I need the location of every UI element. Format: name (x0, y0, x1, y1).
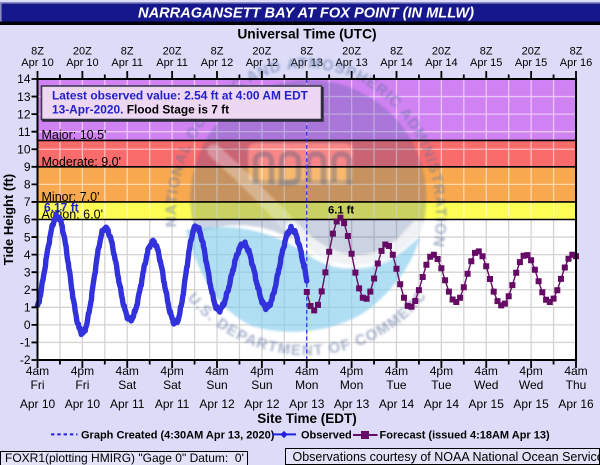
svg-text:Apr 13: Apr 13 (334, 397, 370, 411)
svg-text:4pm: 4pm (250, 364, 273, 378)
svg-text:Apr 11: Apr 11 (111, 57, 143, 69)
svg-text:Sun: Sun (251, 378, 272, 392)
svg-text:Tue: Tue (386, 378, 407, 392)
svg-text:Major: 10.5': Major: 10.5' (42, 128, 107, 142)
svg-text:Apr 14: Apr 14 (424, 397, 460, 411)
svg-text:Site Time (EDT): Site Time (EDT) (257, 411, 357, 426)
svg-text:Apr 16: Apr 16 (560, 57, 592, 69)
svg-text:9: 9 (24, 160, 31, 174)
svg-text:4pm: 4pm (430, 364, 453, 378)
svg-text:6.1 ft: 6.1 ft (328, 205, 354, 217)
svg-text:-1: -1 (20, 336, 31, 350)
svg-text:Sat: Sat (118, 378, 137, 392)
svg-text:Latest observed value: 2.54 ft: Latest observed value: 2.54 ft at 4:00 A… (52, 89, 309, 103)
svg-text:Observations courtesy of NOAA: Observations courtesy of NOAA National O… (293, 450, 600, 464)
svg-text:11: 11 (18, 125, 31, 139)
svg-text:12: 12 (17, 107, 31, 121)
svg-text:Apr 15: Apr 15 (515, 57, 547, 69)
svg-text:Sat: Sat (163, 378, 182, 392)
svg-text:Tide Height (ft): Tide Height (ft) (1, 174, 16, 265)
svg-text:Apr 10: Apr 10 (20, 397, 56, 411)
svg-text:8Z: 8Z (211, 46, 224, 58)
svg-text:Minor: 7.0': Minor: 7.0' (42, 190, 100, 204)
svg-text:Apr 15: Apr 15 (513, 397, 549, 411)
svg-text:3: 3 (24, 265, 31, 279)
svg-text:Apr 10: Apr 10 (21, 57, 53, 69)
svg-text:Tue: Tue (431, 378, 452, 392)
svg-text:20Z: 20Z (163, 46, 182, 58)
svg-text:Apr 12: Apr 12 (199, 397, 235, 411)
svg-text:8Z: 8Z (480, 46, 493, 58)
svg-text:Apr 14: Apr 14 (425, 57, 457, 69)
svg-text:20Z: 20Z (522, 46, 541, 58)
svg-text:Universal Time (UTC): Universal Time (UTC) (237, 27, 376, 42)
svg-text:FOXR1(plotting HMIRG) "Gage 0": FOXR1(plotting HMIRG) "Gage 0" Datum: 0' (5, 451, 244, 465)
svg-text:6.17 ft: 6.17 ft (44, 201, 79, 215)
svg-text:Graph Created (4:30AM Apr 13,: Graph Created (4:30AM Apr 13, 2020) (81, 430, 275, 442)
svg-text:Forecast (issued 4:18AM Apr 13: Forecast (issued 4:18AM Apr 13) (380, 430, 550, 442)
svg-text:4am: 4am (475, 364, 498, 378)
svg-text:Thu: Thu (566, 378, 587, 392)
svg-text:NARRAGANSETT BAY AT FOX POINT: NARRAGANSETT BAY AT FOX POINT (IN MLLW) (138, 6, 474, 22)
svg-text:Apr 12: Apr 12 (244, 397, 280, 411)
svg-text:Mon: Mon (340, 378, 363, 392)
svg-text:Apr 16: Apr 16 (558, 397, 594, 411)
svg-text:8Z: 8Z (121, 46, 134, 58)
svg-text:-2: -2 (20, 353, 31, 367)
svg-text:8Z: 8Z (570, 46, 583, 58)
svg-text:10: 10 (17, 142, 31, 156)
svg-text:20Z: 20Z (252, 46, 271, 58)
svg-text:Apr 14: Apr 14 (380, 57, 412, 69)
svg-text:6: 6 (24, 213, 31, 227)
svg-text:Apr 12: Apr 12 (201, 57, 233, 69)
svg-text:Apr 11: Apr 11 (156, 57, 188, 69)
svg-text:20Z: 20Z (73, 46, 92, 58)
svg-text:Observed: Observed (301, 430, 352, 442)
svg-text:Apr 10: Apr 10 (65, 397, 101, 411)
svg-text:8Z: 8Z (31, 46, 44, 58)
svg-text:Apr 13: Apr 13 (335, 57, 367, 69)
svg-text:4pm: 4pm (340, 364, 363, 378)
svg-text:4pm: 4pm (519, 364, 542, 378)
svg-text:14: 14 (17, 72, 31, 86)
svg-text:4: 4 (24, 248, 31, 262)
svg-text:4am: 4am (564, 364, 587, 378)
svg-text:Wed: Wed (474, 378, 498, 392)
svg-text:Fri: Fri (75, 378, 89, 392)
svg-text:4pm: 4pm (71, 364, 94, 378)
svg-text:4am: 4am (205, 364, 228, 378)
svg-text:Moderate: 9.0': Moderate: 9.0' (42, 155, 122, 169)
svg-text:0: 0 (24, 318, 31, 332)
svg-text:Apr 13: Apr 13 (291, 57, 323, 69)
svg-text:4pm: 4pm (160, 364, 183, 378)
svg-text:7: 7 (24, 195, 31, 209)
svg-text:4am: 4am (385, 364, 408, 378)
svg-text:8: 8 (24, 178, 31, 192)
svg-text:4am: 4am (116, 364, 139, 378)
svg-text:8Z: 8Z (300, 46, 313, 58)
svg-text:Fri: Fri (31, 378, 45, 392)
svg-text:Apr 13: Apr 13 (289, 397, 325, 411)
svg-text:1: 1 (24, 301, 31, 315)
svg-text:20Z: 20Z (432, 46, 451, 58)
svg-text:4am: 4am (26, 364, 49, 378)
svg-text:4am: 4am (295, 364, 318, 378)
svg-text:Apr 12: Apr 12 (246, 57, 278, 69)
svg-text:8Z: 8Z (390, 46, 403, 58)
svg-text:Apr 11: Apr 11 (110, 397, 145, 411)
svg-text:Apr 14: Apr 14 (379, 397, 415, 411)
svg-text:Apr 15: Apr 15 (470, 57, 502, 69)
svg-text:Sun: Sun (206, 378, 227, 392)
svg-text:Wed: Wed (519, 378, 543, 392)
svg-text:Apr 10: Apr 10 (66, 57, 98, 69)
svg-text:Apr 11: Apr 11 (155, 397, 190, 411)
svg-text:Apr 15: Apr 15 (469, 397, 505, 411)
svg-text:13-Apr-2020. Flood Stage is 7: 13-Apr-2020. Flood Stage is 7 ft (52, 103, 229, 117)
svg-text:20Z: 20Z (342, 46, 361, 58)
svg-text:5: 5 (24, 230, 31, 244)
svg-text:13: 13 (17, 90, 31, 104)
svg-text:Mon: Mon (295, 378, 318, 392)
svg-text:2: 2 (24, 283, 31, 297)
